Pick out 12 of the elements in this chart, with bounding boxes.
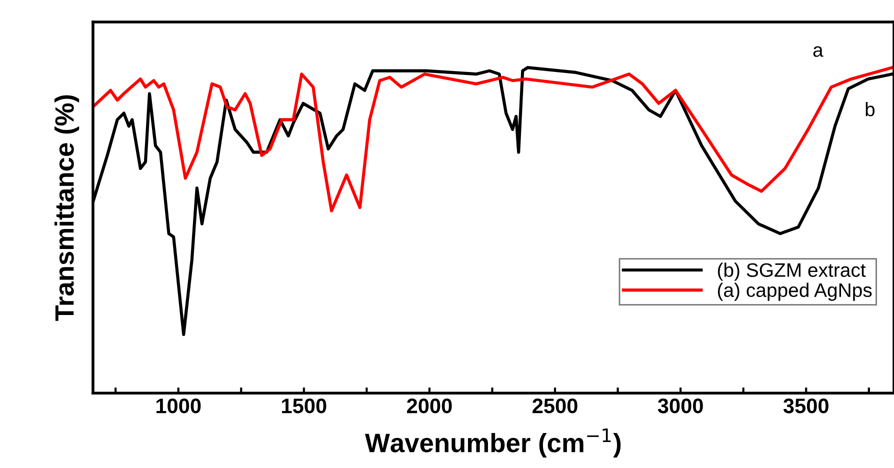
x-tick-label: 3000 bbox=[658, 398, 703, 414]
x-tick-label: 2500 bbox=[532, 398, 578, 414]
x-tick-label: 1000 bbox=[156, 398, 201, 414]
annotation: b bbox=[866, 102, 875, 116]
legend-label: (b) SGZM extract bbox=[718, 262, 866, 281]
x-tick-label: 2000 bbox=[407, 398, 452, 414]
text: a bbox=[813, 46, 824, 57]
legend-label: (a) capped AgNps bbox=[718, 282, 872, 301]
y-axis-title: Transmittance (%) bbox=[54, 95, 80, 321]
x-tick-label: 1500 bbox=[282, 398, 326, 414]
x-tick-label: 3500 bbox=[783, 398, 828, 414]
x-axis-title: Wavenumber (cm$^{−1}$) bbox=[365, 428, 621, 458]
